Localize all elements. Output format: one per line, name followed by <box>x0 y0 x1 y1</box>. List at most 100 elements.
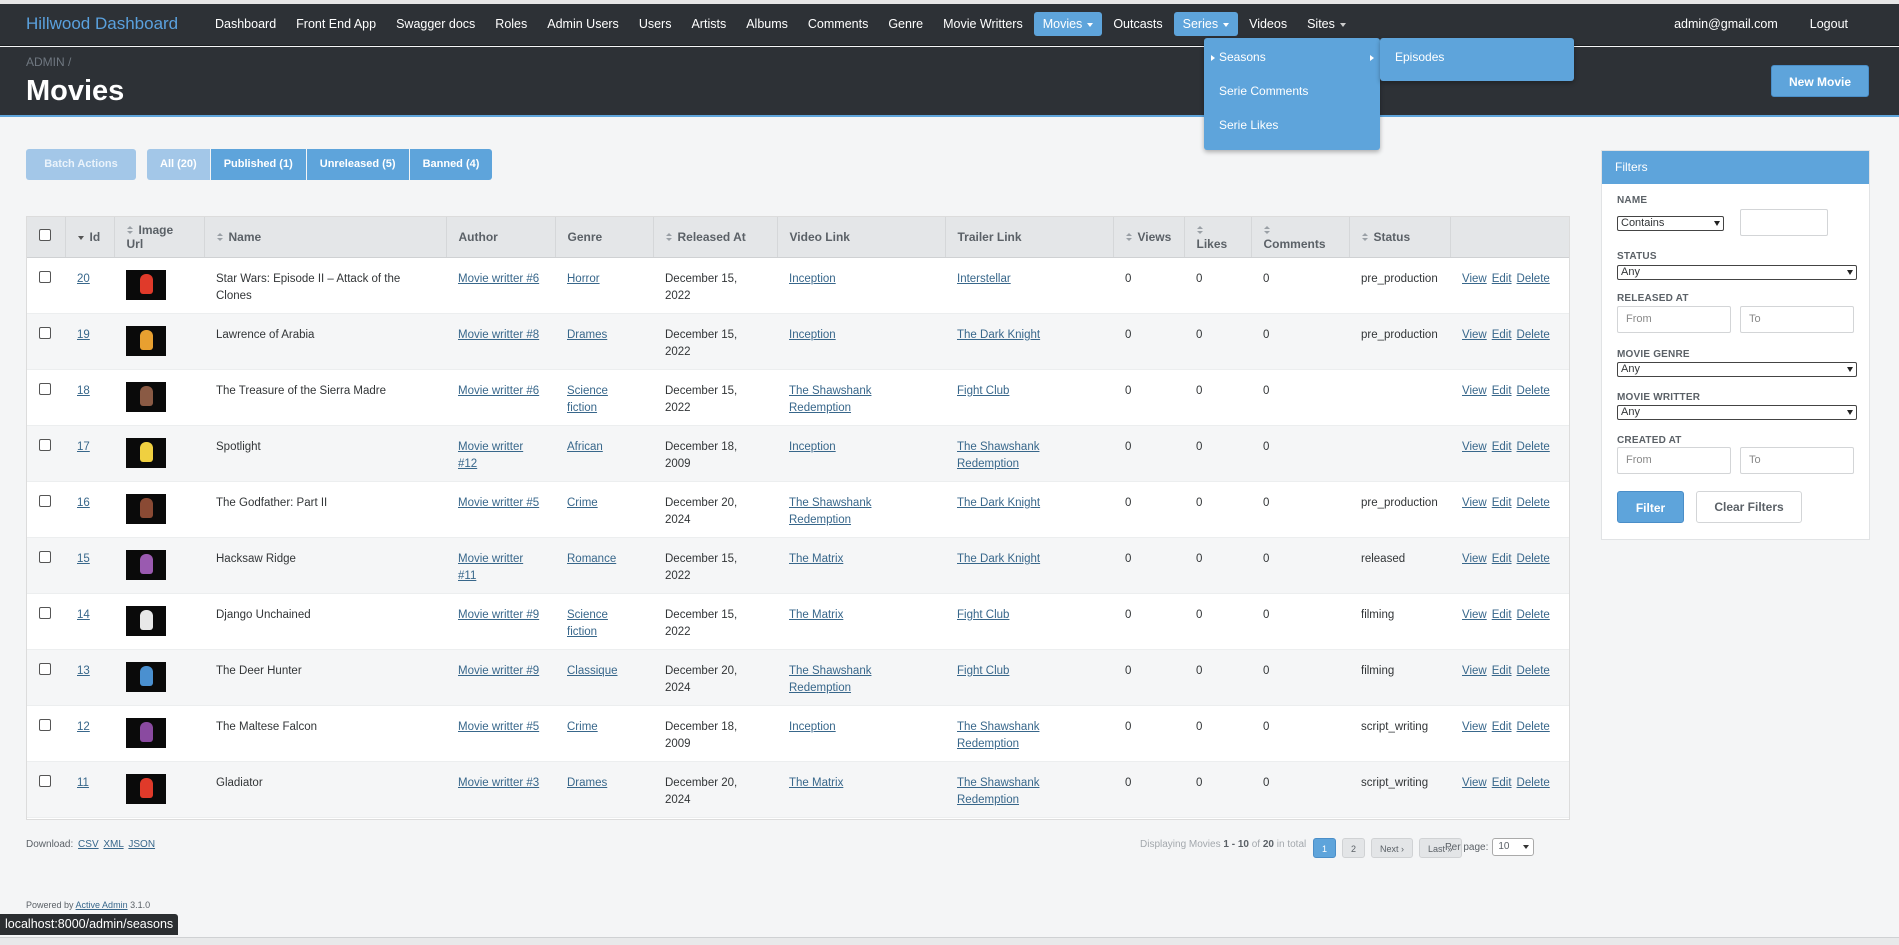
row-id-link[interactable]: 15 <box>77 552 90 565</box>
nav-item-comments[interactable]: Comments <box>807 17 869 31</box>
row-trailer-link[interactable]: The Dark Knight <box>957 552 1041 565</box>
row-checkbox[interactable] <box>39 662 51 675</box>
batch-actions-button[interactable]: Batch Actions <box>26 149 136 180</box>
row-author-link[interactable]: Movie writter #3 <box>458 776 540 789</box>
row-delete-link[interactable]: Delete <box>1516 608 1550 621</box>
menu-item-serie-comments[interactable]: Serie Comments <box>1219 84 1309 98</box>
filter-name-operator-select[interactable]: Contains <box>1617 216 1724 231</box>
site-brand[interactable]: Hillwood Dashboard <box>26 14 179 33</box>
row-trailer-link[interactable]: The Shawshank Redemption <box>957 776 1040 806</box>
row-view-link[interactable]: View <box>1462 720 1487 733</box>
row-delete-link[interactable]: Delete <box>1516 384 1550 397</box>
row-checkbox[interactable] <box>39 438 51 451</box>
row-trailer-link[interactable]: The Shawshank Redemption <box>957 440 1040 470</box>
nav-item-genre[interactable]: Genre <box>888 17 924 31</box>
row-trailer-link[interactable]: The Shawshank Redemption <box>957 720 1040 750</box>
filter-button[interactable]: Filter <box>1617 491 1684 523</box>
column-header-released-at[interactable]: Released At <box>653 217 778 258</box>
row-video-link[interactable]: The Shawshank Redemption <box>789 496 872 526</box>
row-view-link[interactable]: View <box>1462 552 1487 565</box>
row-delete-link[interactable]: Delete <box>1516 440 1550 453</box>
scope-published[interactable]: Published (1) <box>210 149 306 180</box>
row-id-link[interactable]: 17 <box>77 440 90 453</box>
row-genre-link[interactable]: Romance <box>567 552 617 565</box>
row-video-link[interactable]: The Matrix <box>789 552 844 565</box>
nav-item-dashboard[interactable]: Dashboard <box>215 17 277 31</box>
column-header-id[interactable]: Id <box>65 217 115 258</box>
row-view-link[interactable]: View <box>1462 496 1487 509</box>
last-page-button[interactable]: Last » <box>1419 838 1462 858</box>
row-author-link[interactable]: Movie writter #8 <box>458 328 540 341</box>
row-genre-link[interactable]: Science fiction <box>567 608 608 638</box>
row-view-link[interactable]: View <box>1462 384 1487 397</box>
row-delete-link[interactable]: Delete <box>1516 496 1550 509</box>
row-delete-link[interactable]: Delete <box>1516 272 1550 285</box>
row-checkbox[interactable] <box>39 382 51 395</box>
row-delete-link[interactable]: Delete <box>1516 776 1550 789</box>
row-id-link[interactable]: 12 <box>77 720 90 733</box>
row-checkbox[interactable] <box>39 606 51 619</box>
row-trailer-link[interactable]: Fight Club <box>957 608 1010 621</box>
row-id-link[interactable]: 14 <box>77 608 90 621</box>
scope-banned[interactable]: Banned (4) <box>409 149 493 180</box>
new-movie-button[interactable]: New Movie <box>1771 65 1869 97</box>
row-delete-link[interactable]: Delete <box>1516 720 1550 733</box>
row-id-link[interactable]: 11 <box>77 776 89 789</box>
row-video-link[interactable]: The Matrix <box>789 776 844 789</box>
filter-released-to-input[interactable]: To <box>1740 306 1854 333</box>
row-view-link[interactable]: View <box>1462 328 1487 341</box>
page-2-button[interactable]: 2 <box>1342 838 1366 858</box>
column-header-status[interactable]: Status <box>1349 217 1451 258</box>
row-trailer-link[interactable]: The Dark Knight <box>957 328 1041 341</box>
row-edit-link[interactable]: Edit <box>1491 328 1512 341</box>
row-video-link[interactable]: The Matrix <box>789 608 844 621</box>
row-genre-link[interactable]: Drames <box>567 776 608 789</box>
row-id-link[interactable]: 16 <box>77 496 90 509</box>
menu-item-seasons[interactable]: Seasons <box>1219 50 1266 64</box>
column-header-comments[interactable]: Comments <box>1251 217 1350 258</box>
nav-item-videos[interactable]: Videos <box>1249 17 1288 31</box>
row-edit-link[interactable]: Edit <box>1491 384 1512 397</box>
row-delete-link[interactable]: Delete <box>1516 664 1550 677</box>
row-view-link[interactable]: View <box>1462 440 1487 453</box>
filter-genre-select[interactable]: Any <box>1617 362 1857 377</box>
active-admin-link[interactable]: Active Admin <box>75 900 128 910</box>
row-checkbox[interactable] <box>39 494 51 507</box>
row-id-link[interactable]: 13 <box>77 664 90 677</box>
nav-item-artists[interactable]: Artists <box>691 17 727 31</box>
page-1-button[interactable]: 1 <box>1313 838 1337 858</box>
row-edit-link[interactable]: Edit <box>1491 720 1512 733</box>
row-trailer-link[interactable]: The Dark Knight <box>957 496 1041 509</box>
row-edit-link[interactable]: Edit <box>1491 496 1512 509</box>
nav-item-sites[interactable]: Sites <box>1298 12 1355 36</box>
scope-unreleased[interactable]: Unreleased (5) <box>306 149 409 180</box>
download-csv-link[interactable]: CSV <box>78 839 99 850</box>
row-id-link[interactable]: 20 <box>77 272 90 285</box>
breadcrumb[interactable]: ADMIN / <box>26 55 72 69</box>
nav-item-outcasts[interactable]: Outcasts <box>1113 17 1163 31</box>
row-view-link[interactable]: View <box>1462 608 1487 621</box>
row-checkbox[interactable] <box>39 326 51 339</box>
logout-link[interactable]: Logout <box>1809 17 1848 31</box>
row-checkbox[interactable] <box>39 774 51 787</box>
row-trailer-link[interactable]: Interstellar <box>957 272 1011 285</box>
filter-released-from-input[interactable]: From <box>1617 306 1731 333</box>
row-edit-link[interactable]: Edit <box>1491 272 1512 285</box>
menu-item-episodes[interactable]: Episodes <box>1395 50 1445 64</box>
download-json-link[interactable]: JSON <box>128 839 156 850</box>
row-trailer-link[interactable]: Fight Club <box>957 384 1010 397</box>
row-view-link[interactable]: View <box>1462 664 1487 677</box>
row-checkbox[interactable] <box>39 550 51 563</box>
row-edit-link[interactable]: Edit <box>1491 664 1512 677</box>
row-genre-link[interactable]: Drames <box>567 328 608 341</box>
row-view-link[interactable]: View <box>1462 776 1487 789</box>
row-genre-link[interactable]: Crime <box>567 496 598 509</box>
row-genre-link[interactable]: Science fiction <box>567 384 608 414</box>
nav-item-users[interactable]: Users <box>638 17 672 31</box>
row-author-link[interactable]: Movie writter #5 <box>458 720 540 733</box>
filter-writter-select[interactable]: Any <box>1617 405 1857 420</box>
row-edit-link[interactable]: Edit <box>1491 552 1512 565</box>
current-user-link[interactable]: admin@gmail.com <box>1674 17 1778 31</box>
filter-status-select[interactable]: Any <box>1617 265 1857 280</box>
row-video-link[interactable]: Inception <box>789 328 836 341</box>
